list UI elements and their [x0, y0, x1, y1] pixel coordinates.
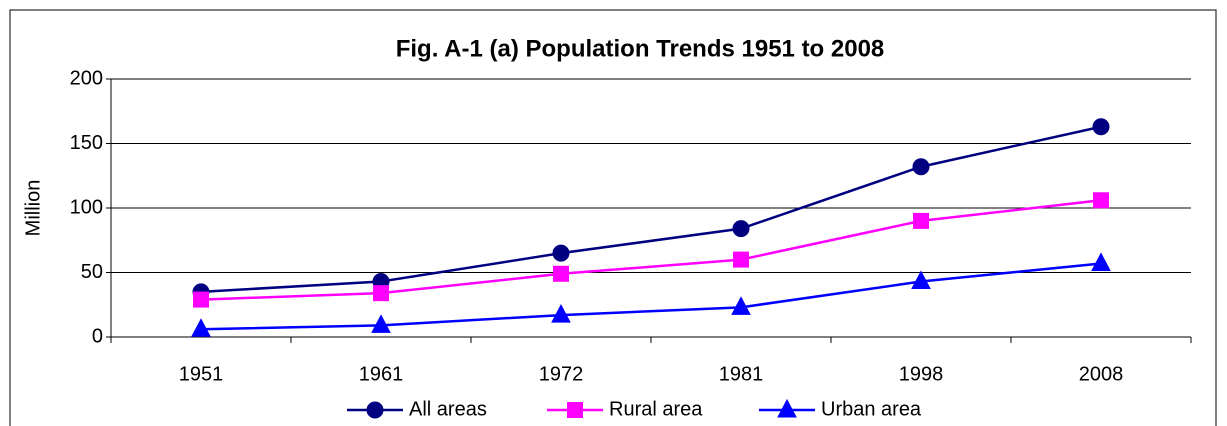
chart-title: Fig. A-1 (a) Population Trends 1951 to 2…: [396, 35, 885, 62]
marker: [733, 251, 749, 268]
x-tick-label: 1972: [539, 363, 584, 385]
legend-label: Rural area: [609, 398, 703, 420]
series-line: [200, 125, 1102, 294]
marker: [551, 304, 571, 323]
marker: [911, 270, 931, 290]
legend-label: All areas: [409, 398, 487, 420]
marker: [731, 296, 751, 315]
y-tick-label: 100: [70, 196, 103, 218]
series-line: [200, 262, 1102, 331]
x-tick-label: 1981: [719, 363, 764, 385]
marker: [1093, 192, 1109, 209]
x-tick-label: 1961: [359, 363, 404, 385]
marker: [366, 401, 384, 419]
marker: [552, 244, 570, 262]
series-line: [200, 199, 1102, 301]
marker: [371, 314, 391, 333]
legend-label: Urban area: [821, 398, 922, 420]
x-tick-label: 2008: [1079, 363, 1124, 385]
marker: [567, 402, 583, 418]
y-axis-label: Million: [22, 180, 44, 237]
x-tick-label: 1951: [179, 363, 224, 385]
marker: [913, 212, 929, 229]
marker: [193, 291, 209, 308]
marker: [912, 158, 930, 176]
y-tick-label: 150: [70, 132, 103, 154]
x-tick-label: 1998: [899, 363, 944, 385]
y-tick-label: 200: [70, 67, 103, 89]
y-tick-label: 0: [92, 325, 103, 347]
marker: [373, 285, 389, 302]
marker: [553, 265, 569, 282]
marker: [191, 318, 211, 337]
marker: [1091, 252, 1111, 271]
marker: [1092, 118, 1110, 136]
y-tick-label: 50: [81, 261, 103, 283]
marker: [777, 398, 797, 418]
marker: [732, 220, 750, 238]
